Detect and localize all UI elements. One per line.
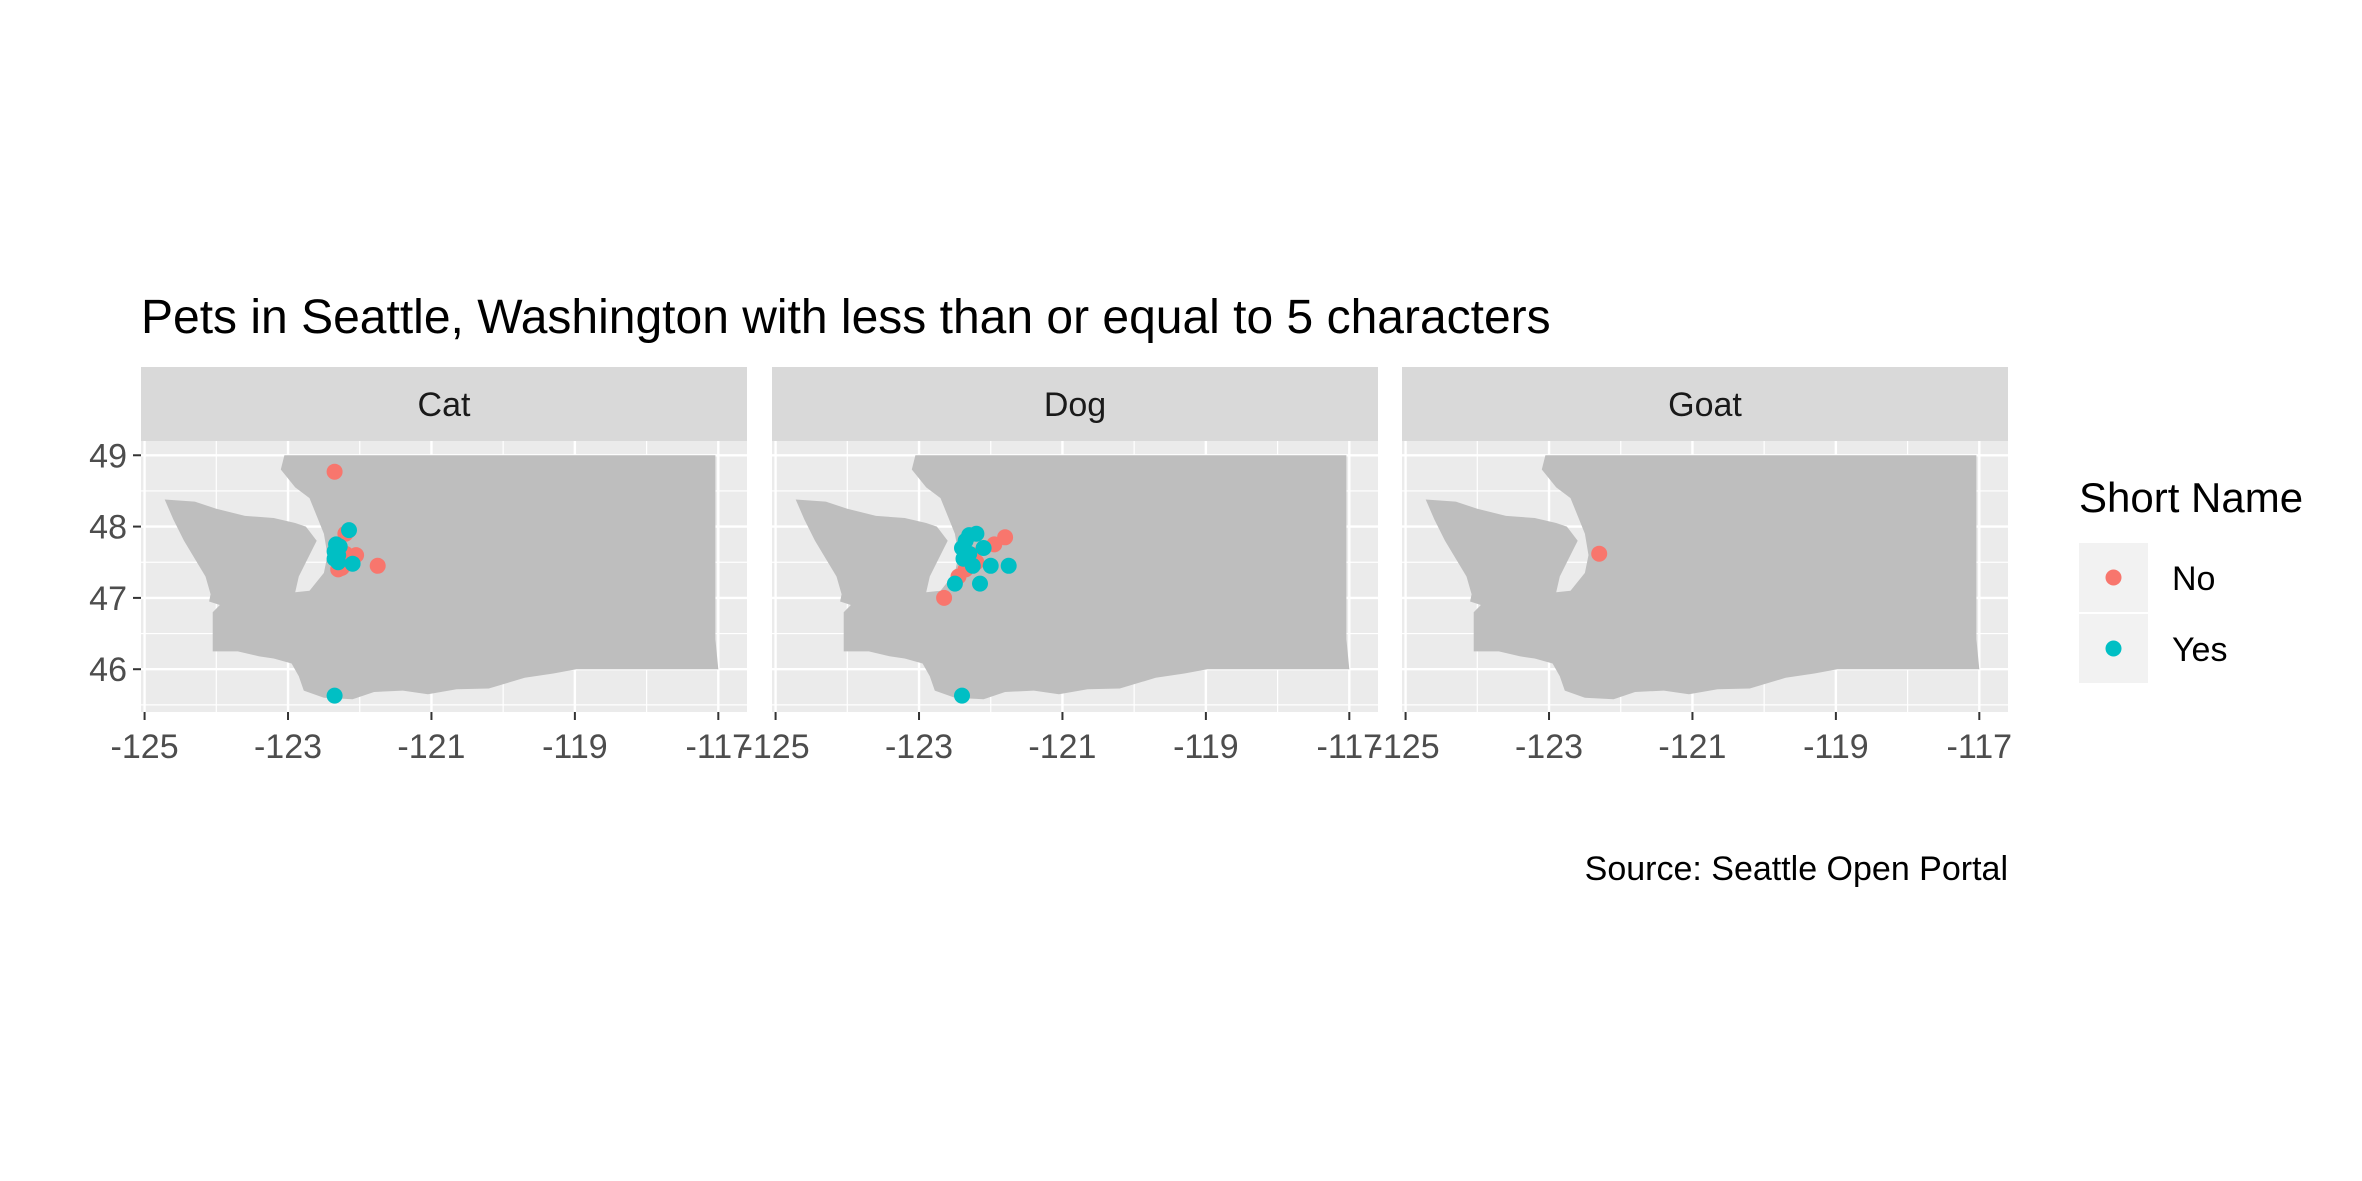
y-tick-label: 47 [89,580,127,618]
legend-key-no [2105,569,2122,586]
chart-title: Pets in Seattle, Washington with less th… [141,291,1551,344]
facet-panel-dog: Dog -125 -123 -121 -119 -117 [742,367,1383,766]
facet-label-dog: Dog [1044,386,1106,424]
x-tick-label: -117 [1947,728,2013,766]
facet-panel-goat: Goat -125 -123 -121 -119 -117 [1372,367,2013,766]
data-point-yes [330,554,347,571]
y-tick-label: 48 [89,509,127,547]
legend: Short Name No Yes [2079,474,2303,683]
legend-label-no: No [2172,560,2215,598]
data-point-yes [982,557,999,574]
x-tick-label: -125 [1372,728,1440,766]
legend-title: Short Name [2079,474,2303,521]
data-point-yes [975,540,992,556]
facet-strip-cat [141,367,747,441]
x-tick-label: -125 [742,728,810,766]
x-tick-label: -117 [1317,728,1383,766]
legend-key-yes [2105,640,2122,657]
data-point-yes [964,557,981,574]
data-point-no [1591,545,1608,562]
data-point-yes [344,555,361,572]
x-tick-label: -123 [885,728,953,766]
x-tick-label: -117 [686,728,752,766]
x-tick-label: -123 [1515,728,1583,766]
x-tick-label: -119 [1173,728,1239,766]
legend-label-yes: Yes [2172,631,2227,669]
data-point-yes [954,687,970,704]
x-tick-label: -121 [1658,728,1726,766]
x-tick-label: -119 [542,728,608,766]
washington-state-shape [164,455,719,700]
washington-state-shape [1425,455,1980,700]
x-tick-label: -125 [111,728,179,766]
data-point-yes [972,575,988,592]
facet-label-cat: Cat [418,386,471,424]
data-point-yes [341,522,357,539]
facet-strip-goat [1402,367,2008,441]
x-tick-label: -121 [1028,728,1096,766]
data-point-no [369,557,386,574]
facet-panel-cat: Cat -125 -123 -121 -119 -117 46 47 48 49 [89,367,751,766]
y-tick-label: 49 [89,437,127,475]
x-tick-label: -119 [1803,728,1869,766]
y-tick-label: 46 [89,651,127,689]
chart-caption: Source: Seattle Open Portal [1585,850,2008,888]
data-point-yes [326,687,343,704]
facet-label-goat: Goat [1668,386,1742,424]
data-point-no [936,589,953,606]
x-tick-label: -121 [397,728,465,766]
x-tick-label: -123 [254,728,322,766]
facet-strip-dog [772,367,1378,441]
data-point-no [326,463,343,480]
data-point-yes [946,575,963,592]
washington-state-shape [795,455,1350,700]
data-point-yes [1000,557,1017,574]
